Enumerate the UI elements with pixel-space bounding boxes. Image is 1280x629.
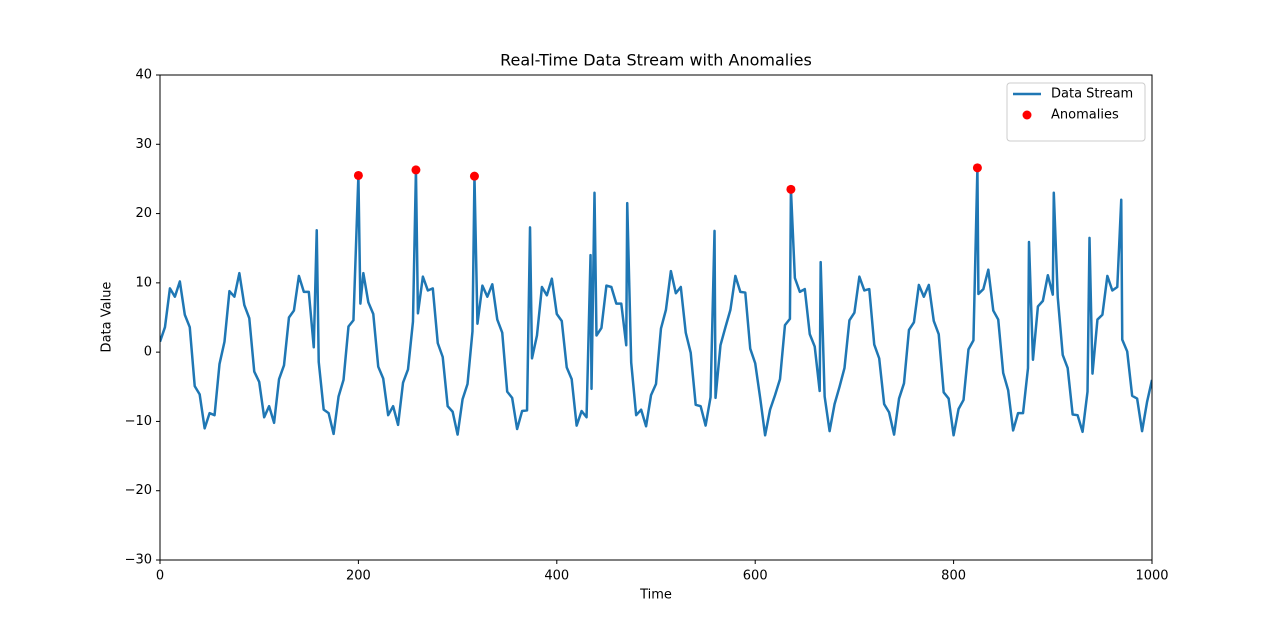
- data-line: [160, 166, 1152, 437]
- y-tick-label: 0: [144, 345, 152, 360]
- anomaly-point: [786, 184, 796, 194]
- x-tick-label: 0: [156, 569, 164, 584]
- legend-label: Anomalies: [1051, 108, 1119, 123]
- chart-title: Real-Time Data Stream with Anomalies: [500, 51, 812, 70]
- anomaly-point: [411, 165, 421, 175]
- anomaly-point: [469, 171, 479, 181]
- y-tick-label: 20: [135, 206, 152, 221]
- y-tick-label: −20: [125, 483, 152, 498]
- anomaly-point: [353, 170, 363, 180]
- x-tick-label: 1000: [1135, 569, 1168, 584]
- anomaly-point: [972, 163, 982, 173]
- y-tick-label: −10: [125, 414, 152, 429]
- legend-box: [1006, 82, 1146, 142]
- y-axis-label: Data Value: [100, 282, 115, 353]
- x-tick-label: 200: [346, 569, 371, 584]
- x-axis-label: Time: [639, 588, 672, 603]
- y-tick-label: 40: [135, 68, 152, 83]
- legend-label: Data Stream: [1051, 87, 1133, 102]
- x-tick-label: 800: [941, 569, 966, 584]
- y-tick-label: −30: [125, 553, 152, 568]
- y-tick-label: 30: [135, 137, 152, 152]
- x-tick-label: 600: [743, 569, 768, 584]
- plot-frame: [159, 74, 1153, 561]
- legend-marker: [1022, 110, 1032, 120]
- y-tick-label: 10: [135, 275, 152, 290]
- x-tick-label: 400: [544, 569, 569, 584]
- legend: Data Stream Anomalies: [1006, 82, 1146, 142]
